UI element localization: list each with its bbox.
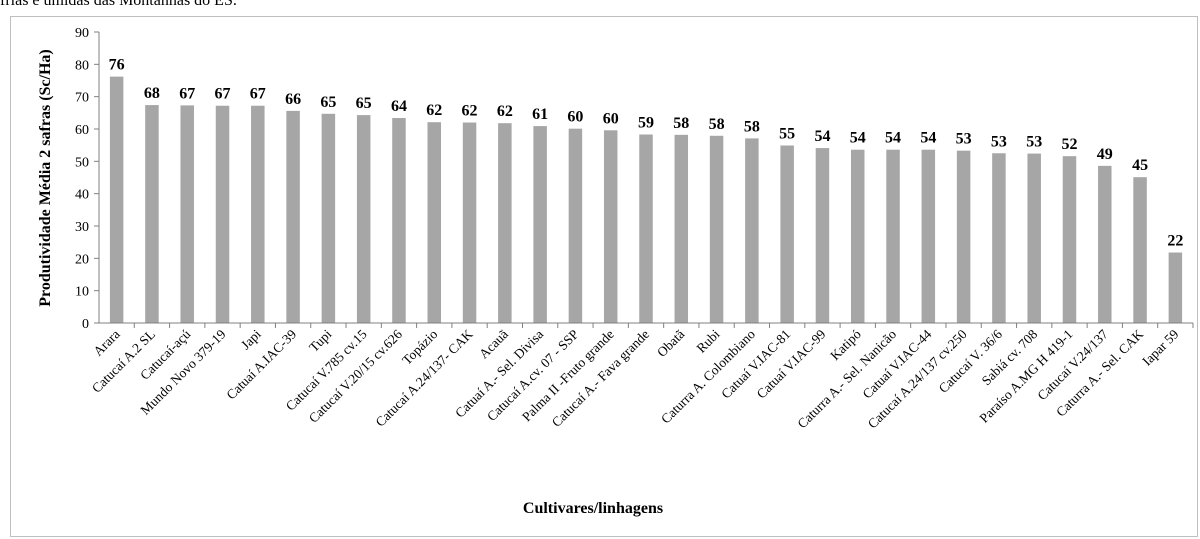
data-label: 76 [109,57,125,74]
y-tick-label: 40 [75,188,89,203]
data-label: 54 [814,128,830,145]
data-label: 58 [744,118,760,135]
data-label: 54 [920,130,936,147]
x-tick-label: Rubi [694,326,723,355]
data-label: 59 [638,114,654,131]
bar [1098,165,1112,323]
data-label: 67 [250,86,266,103]
data-label: 60 [567,109,583,126]
data-label: 53 [956,131,972,148]
bar [992,153,1006,323]
x-tick-label: Arara [90,327,122,359]
bar [215,105,230,323]
bar [286,110,300,323]
bar [533,126,547,323]
bar [850,149,865,323]
data-label: 64 [391,98,407,115]
bar [1133,177,1147,323]
bar [886,149,900,323]
y-tick-label: 0 [82,317,89,332]
bar [639,134,653,323]
bar [1168,252,1183,323]
bars [109,76,1183,324]
y-tick-label: 20 [75,252,89,267]
data-label: 58 [709,116,725,133]
x-tick-label: Japi [238,326,264,352]
y-tick-label: 10 [75,285,89,300]
y-tick-label: 90 [75,26,89,41]
x-tick-label: Obatã [654,327,687,360]
y-tick-label: 80 [75,58,89,73]
y-axis: 0 10 20 30 40 50 60 70 80 90 [75,26,100,332]
x-tick-label: Iapar 59 [1139,326,1181,368]
y-tick-label: 60 [75,123,89,138]
data-label: 65 [320,94,336,111]
chart-frame [10,16,1198,537]
figure-caption: frias e úmidas das Montanhas do ES. [0,0,237,9]
bar [745,138,759,323]
data-labels: 76 68 67 67 67 66 65 65 64 62 62 62 61 60 60 59 58 58 58 55… [109,57,1184,250]
data-label: 54 [885,130,901,147]
bar [109,76,124,324]
bar [392,118,406,323]
bar [709,135,724,323]
data-label: 62 [497,103,513,120]
data-label: 45 [1132,157,1148,174]
bar [921,149,936,323]
data-label: 58 [673,115,689,132]
y-tick-label: 50 [75,155,89,170]
data-label: 49 [1097,146,1113,163]
y-tick-label: 30 [75,220,89,235]
data-label: 52 [1061,136,1077,153]
bar [180,105,194,323]
bar [427,122,442,324]
data-label: 67 [179,85,195,102]
bar [321,113,336,323]
bar [1062,156,1077,323]
data-label: 67 [215,86,231,103]
y-axis-title: Produtividade Média 2 safras (Sc/Ha) [37,49,54,306]
data-label: 68 [144,85,160,102]
bar [145,105,159,323]
bar [356,115,371,323]
bar [780,145,794,323]
data-label: 66 [285,91,301,108]
bar [956,150,971,323]
data-label: 55 [779,125,795,142]
data-label: 54 [850,130,866,147]
bar [815,148,830,323]
data-label: 62 [462,103,478,120]
data-label: 53 [991,133,1007,150]
bar [251,105,265,323]
bar [498,123,512,324]
data-label: 62 [426,102,442,119]
x-axis-title: Cultivares/linhagens [523,500,663,517]
data-label: 53 [1026,134,1042,151]
bar [603,130,618,323]
data-label: 61 [532,106,548,123]
data-label: 60 [603,110,619,127]
bar [568,128,583,323]
y-tick-label: 70 [75,91,89,106]
bar [1027,153,1041,323]
bar [674,134,689,323]
data-label: 22 [1167,233,1183,250]
bar [462,122,477,324]
x-tick-label: Tupi [306,326,334,354]
data-label: 65 [356,95,372,112]
